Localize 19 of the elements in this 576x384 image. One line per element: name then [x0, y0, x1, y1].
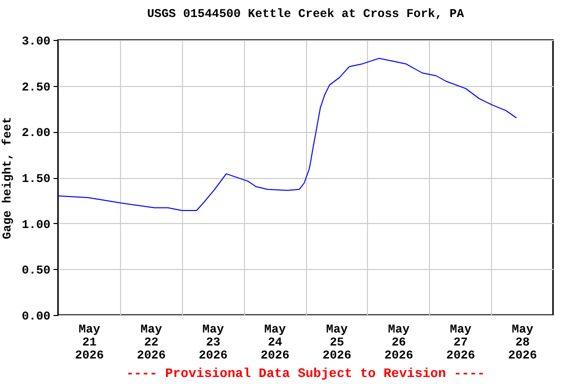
x-tick-label: May 23 2026 [198, 322, 228, 362]
x-tick-label: May 25 2026 [322, 322, 352, 362]
y-tick-label: 3.00 [22, 34, 50, 48]
x-tick-label: May 22 2026 [136, 322, 166, 362]
text: ---- Provisional Data Subject to Revision ---- [125, 366, 486, 381]
chart-title: USGS 01544500 Kettle Creek at Cross Fork, PA [147, 7, 465, 21]
y-tick-label: 0.50 [22, 264, 50, 278]
x-tick-label: May 28 2026 [508, 322, 537, 362]
y-tick-label: 2.50 [22, 80, 50, 94]
y-tick-label: 0.00 [22, 310, 50, 324]
x-tick-label: May 21 2026 [75, 322, 104, 362]
x-tick-label: May 27 2026 [446, 322, 476, 362]
x-tick-label: May 26 2026 [384, 322, 414, 362]
y-tick-label: 2.00 [22, 126, 50, 140]
line-series [58, 58, 517, 211]
y-axis-title: Gage height, feet [0, 116, 15, 240]
y-tick-label: 1.00 [22, 218, 50, 232]
x-tick-label: May 24 2026 [260, 322, 290, 362]
y-tick-label: 1.50 [22, 172, 50, 186]
